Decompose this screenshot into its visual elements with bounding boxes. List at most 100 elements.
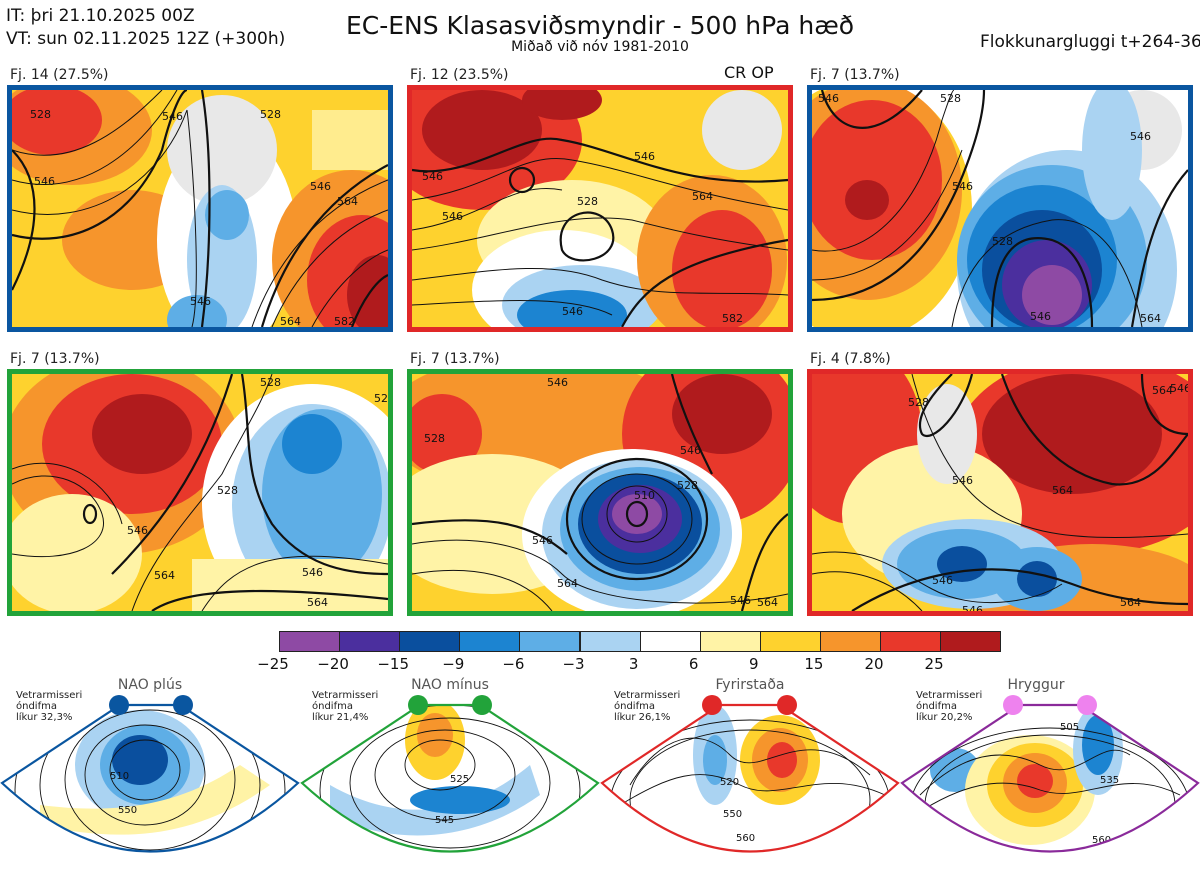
contour-label: 546	[1030, 310, 1051, 323]
regime-nao-minus-dot-1	[408, 695, 428, 715]
contour-label: 564	[692, 190, 713, 203]
regime-ridge-dot-2	[1077, 695, 1097, 715]
init-time: IT: þri 21.10.2025 00Z	[6, 6, 195, 26]
regime-blocking: 520 550 560	[600, 675, 900, 871]
cluster-3-anomaly-field: 546 528 528 546 546 546 564	[812, 90, 1188, 327]
contour-label: 546	[302, 566, 323, 579]
regime-contour-label: 545	[435, 815, 454, 826]
colorbar-tick-label: −9	[442, 655, 465, 673]
regime-contour-label: 535	[1100, 775, 1119, 786]
regime-contour-label: 560	[1092, 835, 1111, 846]
regime-nao-minus-map: 525 545 565	[300, 695, 600, 853]
cluster-2-anomaly-field: 546 546 528 546 564 546 582	[412, 90, 788, 327]
contour-label: 528	[260, 108, 281, 121]
colorbar-box	[880, 631, 942, 652]
contour-label: 546	[310, 180, 331, 193]
contour-label: 546	[1130, 130, 1151, 143]
regime-contour-label: 505	[1060, 722, 1079, 733]
colorbar-box	[819, 631, 881, 652]
colorbar-tick-label: −3	[562, 655, 585, 673]
colorbar-box	[759, 631, 821, 652]
colorbar-box	[459, 631, 521, 652]
cluster-6-map: 528 546 564 546 564 546 564 546	[807, 369, 1193, 616]
colorbar-box	[339, 631, 401, 652]
contour-label: 528	[908, 396, 929, 409]
regime-blocking-map: 520 550 560	[600, 695, 900, 853]
contour-label: 546	[162, 110, 183, 123]
contour-label: 528	[217, 484, 238, 497]
cluster-1-map: 528 546 546 528 564 546 546 564 582	[7, 85, 393, 332]
cluster-5-map: 546 528 546 510 528 546 564 546 564	[407, 369, 793, 616]
contour-label: 546	[1170, 382, 1188, 395]
regime-nao-minus-dot-2	[472, 695, 492, 715]
contour-label: 564	[1052, 484, 1073, 497]
regime-nao-plus-dot-2	[173, 695, 193, 715]
regime-ridge-dot-1	[1003, 695, 1023, 715]
contour-label: 564	[1140, 312, 1161, 325]
contour-label: 564	[154, 569, 175, 582]
cluster-2-map: 546 546 528 546 564 546 582	[407, 85, 793, 332]
cluster-1-anomaly-field: 528 546 546 528 564 546 546 564 582	[12, 90, 388, 327]
page-subtitle: Miðað við nóv 1981-2010	[511, 39, 689, 55]
contour-label: 528	[30, 108, 51, 121]
colorbar-tick-label: 6	[688, 655, 699, 673]
regime-contour-label: 560	[736, 833, 755, 844]
contour-label: 546	[127, 524, 148, 537]
contour-label: 546	[562, 305, 583, 318]
colorbar-tick-label: −6	[502, 655, 525, 673]
regime-nao-minus-stat: Vetrarmisseri óndifma líkur 21,4%	[312, 690, 379, 723]
regime-nao-plus: 510 550	[0, 675, 300, 871]
regime-blocking-stat: Vetrarmisseri óndifma líkur 26,1%	[614, 690, 681, 723]
contour-label: 528	[992, 235, 1013, 248]
contour-label: 564	[280, 315, 301, 327]
contour-label: 564	[307, 596, 328, 609]
contour-label: 564	[1152, 384, 1173, 397]
regime-contour-label: 520	[720, 777, 739, 788]
regime-nao-plus-title: NAO plús	[117, 677, 183, 693]
cluster-2-label: Fj. 12 (23.5%)	[410, 67, 509, 83]
regime-nao-plus-dot-1	[109, 695, 129, 715]
contour-label: 546	[952, 474, 973, 487]
contour-label: 546	[730, 594, 751, 607]
regime-blocking-dot-2	[777, 695, 797, 715]
regime-nao-minus-title: NAO mínus	[411, 677, 489, 693]
contour-label: 546	[634, 150, 655, 163]
contour-label: 510	[634, 489, 655, 502]
contour-label: 546	[532, 534, 553, 547]
cluster-1-label: Fj. 14 (27.5%)	[10, 67, 109, 83]
cluster-4-map: 528 528 546 564 546 528 564	[7, 369, 393, 616]
regime-ridge-stat: Vetrarmisseri óndifma líkur 20,2%	[916, 690, 983, 723]
regime-nao-minus: 525 545 565	[300, 675, 600, 871]
contour-label: 546	[547, 376, 568, 389]
colorbar-box	[639, 631, 701, 652]
regime-contour-label: 510	[110, 771, 129, 782]
contour-label: 564	[757, 596, 778, 609]
contour-label: 546	[818, 92, 839, 105]
contour-label: 546	[932, 574, 953, 587]
colorbar-box	[279, 631, 341, 652]
regime-blocking-dot-1	[702, 695, 722, 715]
cluster-4-anomaly-field: 528 528 546 564 546 528 564	[12, 374, 388, 611]
colorbar-tick-label: 15	[804, 655, 824, 673]
contour-label: 528	[260, 376, 281, 389]
colorbar-tick-label: 9	[749, 655, 759, 673]
page-title: EC-ENS Klasasviðsmyndir - 500 hPa hæð	[345, 11, 855, 40]
regime-nao-plus-map: 510 550	[0, 695, 300, 853]
colorbar-box	[579, 631, 641, 652]
contour-label: 582	[334, 315, 355, 327]
regime-contour-label: 550	[118, 805, 137, 816]
contour-label: 546	[34, 175, 55, 188]
contour-label: 528	[374, 392, 388, 405]
contour-label: 528	[677, 479, 698, 492]
valid-time: VT: sun 02.11.2025 12Z (+300h)	[6, 29, 286, 49]
contour-label: 546	[962, 604, 983, 611]
contour-label: 546	[952, 180, 973, 193]
cluster-4-label: Fj. 7 (13.7%)	[10, 351, 100, 367]
regime-contour-label: 550	[723, 809, 742, 820]
contour-label: 528	[940, 92, 961, 105]
contour-label: 564	[337, 195, 358, 208]
control-op-tag: CR OP	[724, 63, 774, 82]
cluster-3-label: Fj. 7 (13.7%)	[810, 67, 900, 83]
colorbar-tick-label: 25	[924, 655, 944, 673]
regime-nao-plus-stat: Vetrarmisseri óndifma líkur 32,3%	[16, 690, 83, 723]
